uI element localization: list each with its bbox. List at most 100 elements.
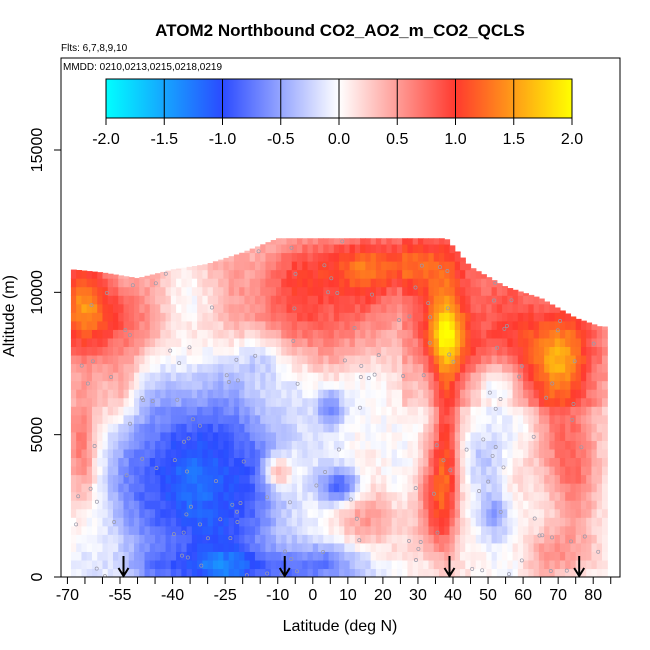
heatmap-cell — [134, 483, 140, 493]
heatmap-cell — [523, 397, 529, 407]
heatmap-cell — [286, 303, 293, 313]
heatmap-cell — [70, 559, 77, 570]
heatmap-cell — [212, 491, 219, 501]
heatmap-cell — [302, 491, 309, 501]
heatmap-cell — [254, 346, 261, 356]
heatmap-cell — [307, 542, 314, 552]
heatmap-cell — [396, 431, 403, 441]
sample-marker — [139, 396, 144, 400]
heatmap-cell — [580, 320, 587, 322]
sample-marker — [127, 333, 132, 337]
heatmap-cell — [559, 542, 566, 552]
heatmap-cell — [81, 414, 88, 424]
heatmap-cell — [281, 303, 288, 313]
heatmap-cell — [433, 261, 440, 271]
heatmap-cell — [254, 252, 261, 262]
heatmap-cell — [433, 542, 440, 552]
heatmap-cell — [118, 551, 125, 561]
heatmap-cell — [186, 517, 193, 527]
heatmap-cell — [97, 312, 104, 322]
heatmap-cell — [570, 551, 577, 561]
heatmap-cell — [134, 406, 140, 416]
heatmap-cell — [123, 525, 130, 535]
heatmap-cell — [533, 440, 540, 450]
heatmap-cell — [265, 389, 272, 399]
heatmap-cell — [349, 252, 356, 262]
heatmap-cell — [275, 508, 282, 518]
heatmap-cell — [391, 431, 398, 441]
heatmap-cell — [228, 406, 235, 416]
heatmap-cell — [207, 517, 214, 527]
heatmap-cell — [249, 431, 256, 441]
heatmap-cell — [591, 542, 598, 552]
heatmap-cell — [354, 448, 361, 459]
heatmap-cell — [76, 542, 83, 552]
heatmap-cell — [233, 500, 240, 510]
heatmap-cell — [254, 354, 261, 365]
heatmap-cell — [312, 252, 319, 262]
heatmap-cell — [428, 354, 435, 365]
heatmap-cell — [333, 261, 340, 271]
heatmap-cell — [275, 483, 282, 493]
heatmap-cell — [470, 483, 477, 493]
heatmap-cell — [118, 448, 125, 459]
heatmap-cell — [444, 500, 451, 510]
heatmap-cell — [239, 389, 246, 399]
heatmap-cell — [207, 559, 214, 570]
heatmap-cell — [465, 320, 472, 330]
heatmap-cell — [481, 286, 487, 296]
heatmap-cell — [554, 372, 561, 382]
heatmap-cell — [81, 525, 88, 535]
heatmap-cell — [428, 252, 435, 262]
heatmap-cell — [423, 542, 430, 552]
heatmap-cell — [165, 389, 172, 399]
heatmap-cell — [423, 380, 430, 390]
heatmap-cell — [155, 517, 161, 527]
heatmap-cell — [102, 363, 109, 373]
heatmap-cell — [181, 337, 188, 348]
heatmap-cell — [507, 440, 514, 450]
heatmap-cell — [318, 465, 324, 476]
heatmap-cell — [486, 278, 493, 288]
heatmap-cell — [575, 423, 582, 433]
heatmap-cell — [323, 320, 330, 330]
heatmap-cell — [402, 457, 409, 467]
heatmap-cell — [433, 517, 440, 527]
heatmap-cell — [170, 491, 177, 501]
heatmap-cell — [176, 559, 182, 570]
heatmap-cell — [134, 457, 140, 467]
heatmap-cell — [286, 329, 293, 339]
heatmap-cell — [202, 568, 209, 577]
heatmap-cell — [102, 414, 109, 424]
heatmap-cell — [70, 508, 77, 518]
heatmap-cell — [591, 517, 598, 527]
heatmap-cell — [249, 397, 256, 407]
heatmap-cell — [396, 559, 403, 570]
heatmap-cell — [449, 440, 456, 450]
heatmap-cell — [528, 329, 535, 339]
heatmap-cell — [86, 517, 93, 527]
heatmap-cell — [86, 465, 93, 476]
heatmap-cell — [486, 568, 493, 577]
heatmap-cell — [244, 363, 251, 373]
heatmap-cell — [286, 406, 293, 416]
heatmap-cell — [165, 440, 172, 450]
heatmap-cell — [118, 491, 125, 501]
heatmap-cell — [297, 295, 303, 305]
heatmap-cell — [328, 329, 335, 339]
heatmap-cell — [323, 500, 330, 510]
sample-marker — [226, 380, 231, 384]
heatmap-cell — [544, 320, 550, 330]
heatmap-cell — [438, 372, 445, 382]
heatmap-cell — [354, 551, 361, 561]
heatmap-cell — [517, 491, 524, 501]
heatmap-cell — [239, 286, 246, 296]
heatmap-cell — [402, 440, 409, 450]
heatmap-cell — [223, 406, 230, 416]
heatmap-cell — [565, 380, 572, 390]
heatmap-cell — [228, 278, 235, 288]
heatmap-cell — [312, 465, 319, 476]
heatmap-cell — [360, 525, 366, 535]
heatmap-cell — [354, 397, 361, 407]
heatmap-cell — [223, 534, 230, 544]
